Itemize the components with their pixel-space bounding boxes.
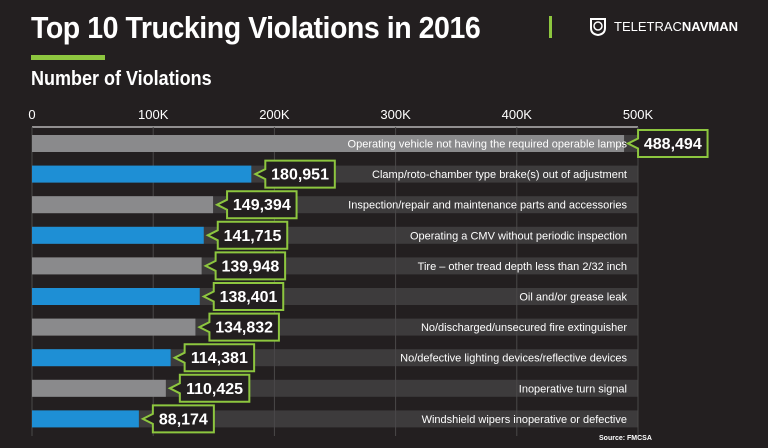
- value-callout: [140, 404, 215, 434]
- teletrac-navman-logo-icon: [590, 18, 606, 36]
- value-label: 110,425: [186, 381, 243, 398]
- category-label: Operating vehicle not having the require…: [348, 139, 628, 151]
- tick-label: 300K: [380, 107, 411, 122]
- tick-label: 400K: [502, 107, 533, 122]
- bar: [32, 135, 625, 152]
- value-callout: [201, 282, 285, 311]
- bar: [32, 318, 196, 336]
- value-label: 114,381: [191, 350, 248, 367]
- value-callout: [172, 343, 256, 373]
- value-callout: [625, 129, 709, 158]
- value-label: 88,174: [159, 411, 208, 428]
- chart-subtitle: Number of Violations: [31, 68, 212, 90]
- bar: [32, 288, 200, 305]
- tick-label: 200K: [259, 107, 290, 122]
- category-label: Oil and/or grease leak: [519, 292, 627, 304]
- chart-title: Top 10 Trucking Violations in 2016: [31, 10, 481, 45]
- value-callout: [214, 190, 298, 220]
- accent-line: [31, 55, 105, 60]
- source-note: Source: FMCSA: [599, 435, 652, 442]
- value-label: 180,951: [271, 167, 329, 184]
- value-label: 134,832: [215, 320, 273, 337]
- value-label: 138,401: [220, 289, 278, 306]
- tick-label: 100K: [138, 107, 169, 122]
- category-label: Clamp/roto-chamber type brake(s) out of …: [372, 169, 627, 181]
- brand-logo: TELETRACNAVMAN: [588, 16, 738, 36]
- value-label: 488,494: [644, 136, 702, 153]
- category-label: No/discharged/unsecured fire extinguishe…: [421, 322, 627, 334]
- value-callout: [167, 373, 251, 403]
- bar: [32, 196, 214, 214]
- bar: [32, 257, 202, 275]
- category-label: Inspection/repair and maintenance parts …: [348, 200, 627, 212]
- bar: [32, 379, 166, 397]
- category-label: No/defective lighting devices/reflective…: [400, 353, 627, 365]
- value-label: 139,948: [221, 258, 279, 275]
- bar: [32, 226, 204, 244]
- category-label: Tire – other tread depth less than 2/32 …: [418, 261, 627, 273]
- title-divider: [549, 16, 552, 38]
- bar: [32, 410, 139, 428]
- brand-name: TELETRACNAVMAN: [614, 18, 738, 34]
- value-callout: [197, 312, 280, 342]
- bar: [32, 165, 252, 183]
- category-label: Operating a CMV without periodic inspect…: [410, 230, 627, 242]
- value-callout: [253, 159, 336, 189]
- category-label: Inoperative turn signal: [519, 383, 627, 395]
- category-label: Windshield wipers inoperative or defecti…: [422, 414, 627, 426]
- value-callout: [203, 251, 287, 281]
- tick-label: 500K: [623, 107, 654, 122]
- value-label: 141,715: [224, 228, 282, 245]
- value-label: 149,394: [233, 197, 291, 214]
- value-callout: [205, 220, 289, 250]
- tick-label: 0: [28, 107, 35, 122]
- bar: [32, 349, 171, 367]
